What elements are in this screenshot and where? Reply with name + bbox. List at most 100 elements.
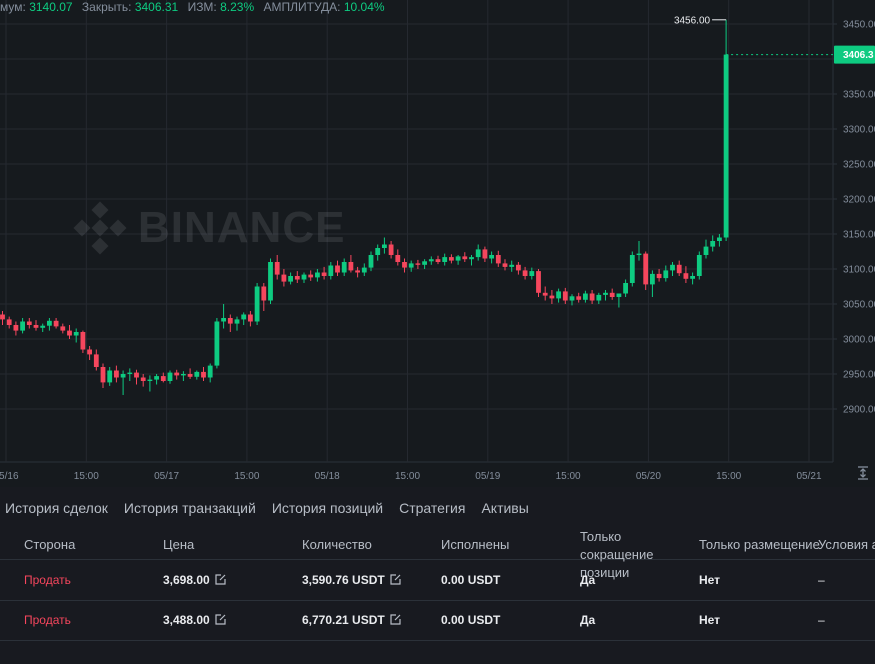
col-post-only: Только размещение	[699, 537, 820, 552]
tab-strategy[interactable]: Стратегия	[399, 500, 466, 516]
candle-body	[181, 374, 186, 376]
amplitude-label: АМПЛИТУДА:	[263, 0, 341, 14]
watermark-text: BINANCE	[138, 203, 346, 252]
candle-body	[107, 370, 113, 383]
edit-icon[interactable]	[215, 614, 226, 625]
candle-body	[13, 325, 19, 331]
price-markers: 3456.00 3406.3	[674, 15, 875, 64]
axis-settings-icon[interactable]	[855, 466, 871, 482]
candle-body	[174, 372, 180, 376]
candle-body	[160, 376, 166, 381]
candle-body	[663, 270, 669, 279]
candle-body	[428, 259, 434, 262]
candle-body	[710, 241, 716, 247]
candle-body	[73, 332, 79, 336]
candle-body	[268, 262, 273, 301]
candle-body	[194, 371, 200, 377]
table-row: Продать 3,698.00 3,590.76 USDT 0.00 USDT…	[0, 560, 875, 601]
row-reduce-only: Да	[580, 613, 596, 627]
x-tick-label: 05/19	[475, 471, 500, 482]
candle-body	[696, 255, 702, 276]
candle-body	[301, 274, 307, 280]
candles	[0, 19, 729, 395]
candle-body	[717, 237, 722, 241]
x-tick-label: 15:00	[74, 471, 99, 482]
candlestick-chart-svg[interactable]: 05/16 15:00 05/17 15:00 05/18 15:00 05/19 15:00…	[0, 0, 875, 487]
candle-body	[53, 320, 59, 327]
edit-icon[interactable]	[390, 574, 401, 585]
col-reduce-only: Только сокращение позиции	[580, 529, 654, 580]
candle-body	[40, 325, 46, 328]
x-tick-label: 15:00	[234, 471, 259, 482]
y-axis: 2900.00 2950.00 3000.00 3050.00 3100.00 3150.…	[843, 20, 875, 416]
candle-body	[415, 263, 421, 265]
close-label: Закрыть:	[81, 0, 132, 14]
edit-icon[interactable]	[390, 614, 401, 625]
candle-body	[395, 255, 401, 262]
candle-body	[536, 271, 541, 293]
candle-body	[690, 276, 695, 279]
orders-table-header: Сторона Цена Количество Исполнены Только…	[0, 529, 875, 580]
current-price-label: 3406.3	[843, 50, 874, 61]
candle-body	[147, 379, 153, 381]
x-tick-label: 05/21	[796, 471, 821, 482]
scale-arrows-icon	[858, 466, 868, 480]
row-post-only: Нет	[699, 573, 721, 587]
x-tick-label: 05/18	[315, 471, 340, 482]
y-tick-label: 3000.00	[843, 335, 875, 346]
tab-transaction-history[interactable]: История транзакций	[123, 500, 256, 516]
row-side[interactable]: Продать	[24, 613, 71, 627]
row-quantity: 6,770.21 USDT	[302, 613, 385, 627]
y-tick-label: 2900.00	[843, 405, 875, 416]
candle-body	[6, 319, 12, 325]
candle-body	[562, 291, 568, 301]
candle-body	[221, 318, 226, 322]
tab-assets[interactable]: Активы	[481, 500, 529, 516]
candle-body	[355, 270, 360, 273]
orders-panel: История сделок История транзакций Истори…	[0, 487, 875, 664]
candle-body	[435, 259, 441, 262]
candle-body	[549, 295, 555, 299]
candle-body	[335, 265, 340, 273]
row-price: 3,698.00	[163, 573, 210, 587]
candle-body	[402, 262, 407, 268]
candle-body	[234, 319, 240, 324]
candle-body	[529, 271, 535, 276]
candle-body	[375, 248, 381, 255]
candle-body	[502, 263, 508, 267]
row-price-cell: 3,698.00	[163, 573, 226, 587]
candle-body	[315, 272, 320, 278]
candle-body	[67, 330, 72, 336]
row-conditions: –	[818, 573, 825, 587]
candle-body	[636, 253, 642, 255]
candle-body	[609, 292, 615, 297]
candle-body	[650, 273, 655, 285]
candle-body	[703, 246, 709, 255]
y-tick-label: 3250.00	[843, 160, 875, 171]
change-value: 8.23%	[220, 0, 255, 14]
tab-position-history[interactable]: История позиций	[271, 500, 384, 516]
chart-grid	[0, 0, 837, 463]
candle-body	[676, 264, 682, 274]
candle-body	[495, 255, 501, 264]
x-tick-label: 05/17	[154, 471, 179, 482]
price-chart[interactable]: 05/16 15:00 05/17 15:00 05/18 15:00 05/19 15:00…	[0, 0, 875, 487]
y-tick-label: 3050.00	[843, 300, 875, 311]
tab-trade-history[interactable]: История сделок	[5, 500, 108, 516]
row-quantity-cell: 3,590.76 USDT	[302, 573, 401, 587]
candle-body	[616, 293, 622, 297]
row-conditions: –	[818, 613, 825, 627]
edit-icon[interactable]	[215, 574, 226, 585]
candle-body	[261, 286, 267, 301]
candle-body	[187, 374, 193, 377]
row-price-cell: 3,488.00	[163, 613, 226, 627]
col-side: Сторона	[24, 537, 76, 552]
row-side[interactable]: Продать	[24, 573, 71, 587]
x-tick-label: 05/20	[636, 471, 661, 482]
candle-body	[120, 374, 126, 378]
candle-body	[656, 273, 662, 279]
candle-body	[60, 326, 66, 331]
candle-body	[368, 255, 374, 268]
candle-body	[80, 332, 86, 350]
candle-body	[361, 267, 367, 273]
